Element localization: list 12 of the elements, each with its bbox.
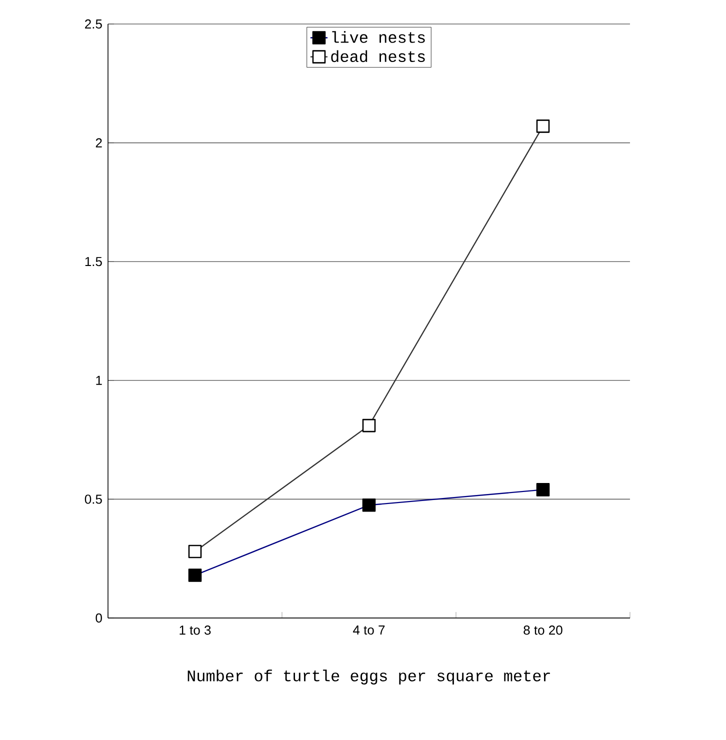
- legend-label: dead nests: [331, 50, 425, 62]
- y-tick-label: 2: [96, 138, 102, 148]
- y-tick-label: 1: [96, 376, 102, 385]
- x-tick-label: 8 to 20: [524, 626, 562, 635]
- x-tick-label: 4 to 7: [353, 626, 385, 635]
- x-axis-title: Number of turtle eggs per square meter: [188, 670, 550, 685]
- legend-label: live nests: [332, 31, 425, 43]
- y-tick-label: 0: [96, 613, 102, 623]
- y-tick-label: 2.5: [85, 19, 102, 29]
- y-tick-label: 0.5: [84, 494, 102, 504]
- x-tick-label: 1 to 3: [180, 626, 211, 635]
- y-tick-label: 1.5: [85, 257, 102, 266]
